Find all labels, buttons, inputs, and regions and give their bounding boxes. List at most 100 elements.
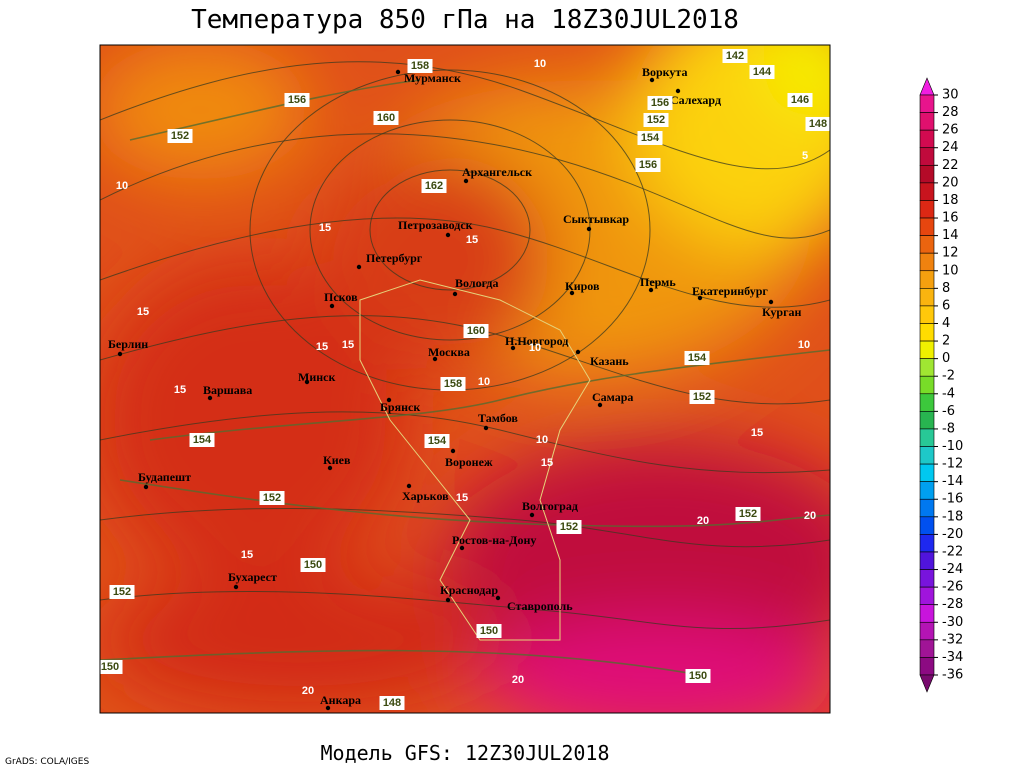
city-dot xyxy=(586,226,592,232)
city-label: Краснодар xyxy=(440,583,498,597)
city-dot xyxy=(327,465,333,471)
city-dot xyxy=(675,88,681,94)
city-label: Минск xyxy=(298,370,335,384)
colorbar-segment xyxy=(919,217,935,236)
city-dot xyxy=(648,287,654,293)
colorbar-segment xyxy=(919,463,935,482)
city-label: Сыктывкар xyxy=(563,212,629,226)
city-dot xyxy=(325,705,331,711)
colorbar-segment xyxy=(919,340,935,359)
contour-label: 152 xyxy=(739,508,757,520)
colorbar-label: 2 xyxy=(942,334,950,349)
contour-label: 15 xyxy=(241,549,253,561)
city-dot xyxy=(569,290,575,296)
contour-label: 150 xyxy=(480,625,498,637)
city-dot xyxy=(395,69,401,75)
contour-label-box xyxy=(100,660,123,674)
contour-label: 10 xyxy=(536,434,548,446)
contour-label: 154 xyxy=(688,352,707,364)
city-label: Пермь xyxy=(640,275,676,289)
city-label: Тамбов xyxy=(478,411,518,425)
city-dot xyxy=(329,303,335,309)
contour-label-box xyxy=(109,585,135,599)
city-label: Самара xyxy=(592,390,633,404)
colorbar-segment xyxy=(919,323,935,342)
colorbar-label: 14 xyxy=(942,228,959,243)
city-dot xyxy=(432,356,438,362)
city-dot xyxy=(406,483,412,489)
colorbar-segment xyxy=(919,235,935,254)
contour-label-box xyxy=(787,93,813,107)
city-dot xyxy=(445,232,451,238)
colorbar-segment xyxy=(919,94,935,113)
colorbar-label: -24 xyxy=(942,562,963,577)
colorbar-cap xyxy=(919,674,935,693)
colorbar-segment xyxy=(919,604,935,623)
colorbar-label: 20 xyxy=(942,175,959,190)
contour-label-box xyxy=(637,131,663,145)
city-label: Брянск xyxy=(380,400,420,414)
city-label: Москва xyxy=(428,345,470,359)
contour-label-box xyxy=(300,558,326,572)
contour-label-box xyxy=(476,624,502,638)
colorbar-label: -22 xyxy=(942,544,963,559)
regions xyxy=(359,279,591,641)
colorbar-segment xyxy=(919,288,935,307)
colorbar-label: -34 xyxy=(942,650,963,665)
contour-label-box xyxy=(685,669,711,683)
colorbar-label: 8 xyxy=(942,281,950,296)
contour-label: 144 xyxy=(753,66,772,78)
city-label: Вологда xyxy=(455,276,499,290)
credit: GrADS: COLA/IGES xyxy=(5,757,89,767)
contour-label: 154 xyxy=(641,132,660,144)
city-label: Киев xyxy=(323,453,351,467)
city-label: Варшава xyxy=(203,383,252,397)
colorbar-segment xyxy=(919,252,935,272)
contour-label: 156 xyxy=(651,97,669,109)
city-dot xyxy=(463,178,469,184)
colorbar-segment xyxy=(919,270,935,289)
contour-label: 158 xyxy=(444,378,462,390)
contour-label: 20 xyxy=(302,685,314,697)
city-label: Архангельск xyxy=(462,165,532,179)
city-dot xyxy=(575,349,581,355)
colorbar-label: -20 xyxy=(942,527,963,542)
contour-label: 10 xyxy=(478,376,490,388)
colorbar-label: -28 xyxy=(942,597,963,612)
contour-label: 15 xyxy=(319,222,331,234)
city-dot xyxy=(483,425,489,431)
contour-label: 154 xyxy=(193,434,212,446)
contour-label: 10 xyxy=(534,58,546,70)
city-dot xyxy=(529,512,535,518)
colorbar-label: -6 xyxy=(942,404,955,419)
contour-label: 146 xyxy=(791,94,809,106)
contour-label: 152 xyxy=(113,586,131,598)
contour-label: 10 xyxy=(798,339,810,351)
contour-label-box xyxy=(643,113,669,127)
city-label: Мурманск xyxy=(404,71,461,85)
city-label: Воркута xyxy=(642,65,687,79)
contour-label: 158 xyxy=(411,60,429,72)
contour-label-box xyxy=(259,491,285,505)
colorbar-label: -12 xyxy=(942,457,963,472)
city-dot xyxy=(356,264,362,270)
contour-label-box xyxy=(373,111,399,125)
temperature-field xyxy=(100,45,830,713)
city-label: Петербург xyxy=(366,251,423,265)
contour-label-box xyxy=(167,129,193,143)
colorbar-segment xyxy=(919,516,935,535)
colorbar-segment xyxy=(919,147,935,166)
city-dot xyxy=(510,345,516,351)
colorbar-label: -32 xyxy=(942,632,963,647)
city-dot xyxy=(697,295,703,301)
colorbar-segment xyxy=(919,305,935,324)
contour-label: 148 xyxy=(809,118,827,130)
contour-label: 152 xyxy=(560,521,578,533)
model-caption: Модель GFS: 12Z30JUL2018 xyxy=(321,741,610,765)
colorbar-label: 16 xyxy=(942,211,959,226)
colorbar-segment xyxy=(919,551,935,570)
colorbar-label: 4 xyxy=(942,316,950,331)
contour-label: 148 xyxy=(383,697,401,709)
contour-label: 10 xyxy=(529,342,541,354)
